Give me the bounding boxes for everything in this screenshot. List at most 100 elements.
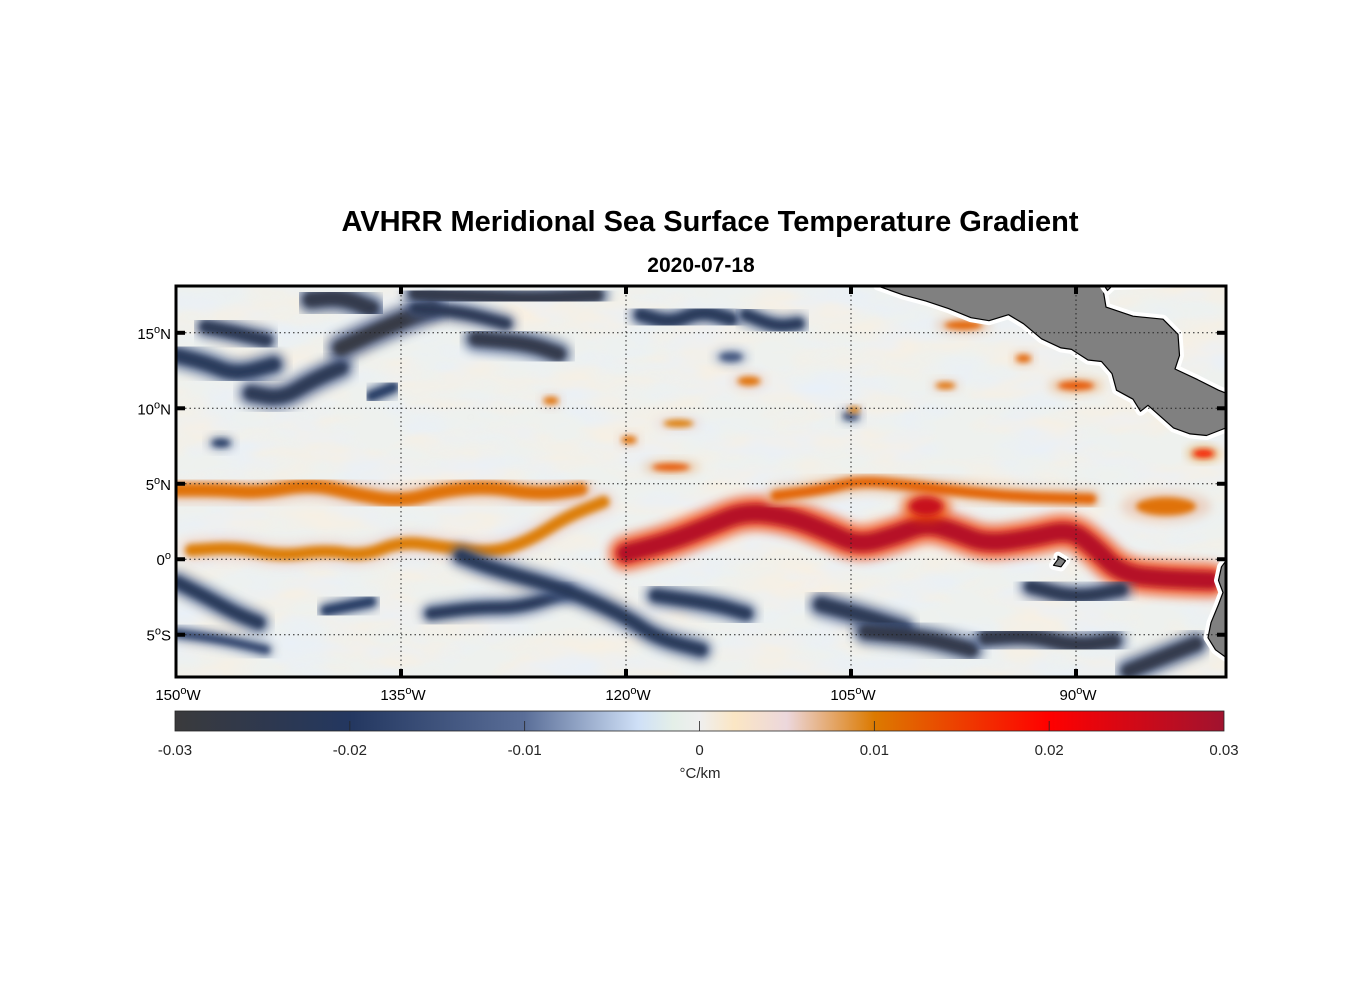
label-number: 10 — [137, 401, 154, 418]
label-number: 5 — [147, 628, 155, 645]
axis-ticks — [176, 286, 1226, 677]
x-tick-label: 90oW — [1060, 685, 1098, 704]
x-tick-label: 135oW — [380, 685, 426, 704]
label-hemisphere: W — [1082, 687, 1097, 704]
band-core — [979, 629, 1121, 652]
colorbar: -0.03 -0.02 -0.01 0 0.01 0.02 0.03 °C/km — [158, 710, 1239, 782]
band-core — [649, 589, 753, 620]
label-hemisphere: W — [186, 687, 201, 704]
feature-warm-spot-9n-116w — [656, 416, 701, 430]
colorbar-tick-label: -0.03 — [158, 742, 192, 759]
label-number: 135 — [380, 687, 405, 704]
feature-northern-cold-band-10 — [735, 304, 809, 336]
band-core — [303, 290, 379, 317]
label-degree: o — [1076, 685, 1082, 697]
band-core — [244, 360, 348, 404]
feature-cold-spot-8n-146w — [207, 436, 235, 450]
label-degree: o — [165, 550, 171, 562]
label-degree: o — [855, 685, 861, 697]
feature-northern-cold-band-8 — [405, 298, 517, 334]
feature-southern-cold-band-1 — [176, 570, 270, 635]
colorbar-tick-label: -0.01 — [508, 742, 542, 759]
feature-northern-cold-band-2 — [194, 315, 278, 352]
label-degree: o — [154, 324, 160, 336]
feature-southern-cold-band-3 — [420, 582, 577, 624]
y-tick-label: 5oS — [147, 626, 171, 645]
blob-core — [543, 396, 559, 405]
blob-core — [663, 419, 694, 428]
band-core — [425, 587, 572, 619]
chart-title: AVHRR Meridional Sea Surface Temperature… — [341, 206, 1079, 238]
band-core — [409, 286, 603, 306]
label-number: 5 — [146, 477, 154, 494]
feature-warm-spot-13n-100w — [930, 379, 961, 392]
feature-southern-cold-band-4 — [449, 544, 713, 662]
y-tick-label: 5oN — [146, 475, 171, 494]
feature-warm-patch-3n-100w — [901, 491, 951, 522]
blob-core — [1193, 449, 1214, 458]
feature-warm-spot-11n-119w — [714, 349, 748, 365]
blob-core — [719, 352, 743, 362]
label-hemisphere: W — [411, 687, 426, 704]
feature-warm-spot-6n-117w — [642, 460, 700, 474]
blob-core — [652, 463, 690, 471]
label-hemisphere: N — [160, 477, 171, 494]
feature-northern-cold-band-4 — [296, 286, 386, 323]
label-hemisphere: W — [861, 687, 876, 704]
label-number: 90 — [1060, 687, 1077, 704]
y-tick-label: 15oN — [137, 324, 171, 343]
band-core — [1121, 637, 1203, 677]
feature-southern-cold-band-9 — [1019, 574, 1133, 608]
label-degree: o — [630, 685, 636, 697]
feature-western-warm-band-south — [179, 490, 615, 566]
feature-warm-spot-12n-112w — [732, 373, 766, 389]
feature-northern-cold-band-3 — [238, 354, 354, 410]
feature-warm-spot-10-5n-125w — [539, 394, 563, 408]
blob-core — [1016, 354, 1031, 363]
feature-warm-band-near-100w — [765, 472, 1102, 509]
band-core — [469, 332, 566, 361]
land-mexico-central-america — [877, 286, 1226, 437]
feature-southern-cold-band-8 — [973, 623, 1127, 658]
band-core — [634, 306, 738, 328]
colorbar-tick-label: -0.02 — [333, 742, 367, 759]
label-degree: o — [155, 626, 161, 638]
blob-core — [848, 406, 860, 413]
feature-warm-coastal-13n-94w — [1012, 352, 1035, 365]
band-core — [176, 348, 281, 380]
blob-core — [935, 382, 956, 390]
plot-frame — [174, 284, 1228, 679]
band-core — [454, 550, 708, 656]
blob-core — [944, 320, 983, 330]
label-number: 120 — [605, 687, 630, 704]
band-core — [333, 301, 439, 356]
blob-core — [212, 439, 230, 447]
chart-subtitle: 2020-07-18 — [647, 254, 755, 277]
blob-core — [621, 436, 637, 444]
colorbar-tick-label: 0 — [695, 742, 703, 759]
map-area — [176, 286, 1226, 677]
land-galapagos — [1052, 555, 1067, 568]
band-core — [199, 320, 273, 347]
band-core — [176, 575, 265, 629]
colorbar-tick-label: 0.03 — [1209, 742, 1238, 759]
label-hemisphere: N — [160, 326, 171, 343]
feature-cold-band-se-corner — [1115, 630, 1209, 677]
band-core — [366, 382, 399, 401]
label-hemisphere: S — [161, 628, 171, 645]
feature-warm-patch-85w-3n — [1121, 491, 1211, 522]
feature-warm-spot-8n-120w — [617, 433, 641, 447]
blob-core — [1136, 497, 1196, 516]
feature-northern-cold-band-7 — [463, 325, 572, 367]
x-tick-label: 105oW — [830, 685, 876, 704]
band-core — [1024, 580, 1128, 602]
feature-northern-cold-band-9 — [629, 301, 743, 333]
label-number: 105 — [830, 687, 855, 704]
label-degree: o — [154, 475, 160, 487]
y-tick-label: 10oN — [137, 399, 171, 418]
band-core — [321, 596, 376, 616]
band-core — [770, 476, 1097, 505]
label-hemisphere: N — [160, 401, 171, 418]
